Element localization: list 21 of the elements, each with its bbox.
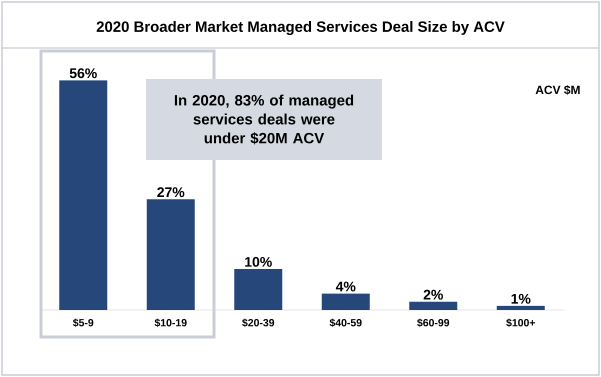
x-tick-label: $40-59 — [330, 318, 362, 328]
bar — [496, 306, 545, 310]
annotation: ACV $M — [536, 85, 580, 95]
data-label: 1% — [512, 294, 530, 304]
data-label: 10% — [245, 256, 272, 267]
x-tick-label: $60-99 — [417, 318, 450, 328]
bar — [234, 268, 282, 310]
x-tick-label: $5-9 — [72, 318, 94, 328]
bar — [409, 302, 458, 310]
bar — [146, 199, 195, 310]
data-label: 4% — [336, 282, 356, 292]
data-label: 56% — [70, 68, 97, 78]
chart-title: 2020 Broader Market Managed Services Deal Size by ACV — [96, 21, 505, 35]
data-label: 2% — [424, 290, 443, 300]
x-tick-label: $100+ — [506, 318, 536, 328]
bar — [322, 294, 370, 310]
x-tick-label: $10-19 — [154, 318, 187, 328]
annotation: In 2020, 83% of managed services deals were under $20M ACV — [174, 94, 354, 144]
bar — [59, 80, 108, 310]
data-label: 27% — [157, 187, 184, 198]
x-tick-label: $20-39 — [242, 318, 274, 328]
